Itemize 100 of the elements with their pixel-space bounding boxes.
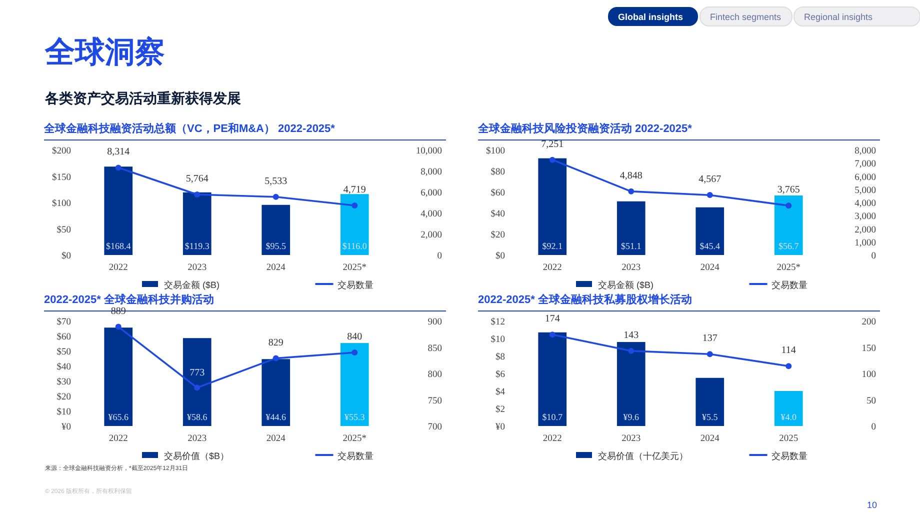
data-label: 143 bbox=[624, 330, 639, 341]
y-tick-label: ¥0 bbox=[496, 422, 506, 432]
y-tick-label: $0 bbox=[496, 252, 506, 262]
x-tick-label: 2025 bbox=[779, 434, 798, 444]
y-tick-label: $20 bbox=[56, 392, 72, 402]
point bbox=[115, 324, 122, 330]
bar bbox=[616, 201, 646, 255]
point bbox=[115, 164, 122, 171]
x-tick-label: 2025* bbox=[776, 263, 801, 273]
point bbox=[549, 332, 556, 338]
data-label: $56.7 bbox=[778, 241, 800, 251]
legend-label: 交易金额 ($B) bbox=[598, 280, 654, 290]
y-tick-label: $70 bbox=[56, 318, 72, 328]
data-label: 840 bbox=[347, 332, 362, 342]
x-tick-label: 2023 bbox=[622, 434, 641, 444]
x-tick-label: 2022 bbox=[542, 263, 562, 273]
x-tick-label: 2025* bbox=[342, 434, 367, 444]
y2-tick-label: 0 bbox=[437, 252, 442, 262]
y2-tick-label: 50 bbox=[866, 396, 876, 406]
x-tick-label: 2023 bbox=[188, 434, 207, 444]
data-label: 7,251 bbox=[541, 138, 564, 150]
y2-tick-label: 6,000 bbox=[420, 188, 442, 198]
bar bbox=[616, 342, 646, 426]
y-tick-label: $100 bbox=[486, 146, 506, 156]
text: Global insights bbox=[618, 12, 684, 22]
x-tick-label: 2022 bbox=[108, 263, 128, 273]
point bbox=[549, 156, 556, 163]
data-label: 4,719 bbox=[343, 184, 366, 196]
chart-title: 2022-2025* 全球金融科技私募股权增长活动 bbox=[478, 293, 692, 306]
y2-tick-label: 4,000 bbox=[854, 199, 876, 209]
data-label: 773 bbox=[190, 368, 205, 379]
x-tick-label: 2024 bbox=[700, 434, 720, 444]
data-label: $116.0 bbox=[342, 241, 368, 251]
y-tick-label: $20 bbox=[490, 230, 506, 240]
data-label: ¥4.0 bbox=[780, 412, 797, 422]
y2-tick-label: 2,000 bbox=[854, 225, 876, 236]
x-tick-label: 2024 bbox=[266, 434, 286, 444]
y2-tick-label: 800 bbox=[428, 370, 442, 380]
data-label: 8,314 bbox=[107, 146, 130, 158]
bar bbox=[262, 359, 290, 426]
y-tick-label: $0 bbox=[62, 252, 72, 262]
legend-label: 交易数量 bbox=[337, 280, 374, 290]
y-tick-label: $60 bbox=[56, 332, 72, 342]
bar bbox=[696, 207, 724, 255]
y-tick-label: $6 bbox=[496, 370, 506, 380]
data-label: $10.7 bbox=[542, 412, 563, 422]
bar bbox=[104, 166, 133, 255]
y2-tick-label: 8,000 bbox=[854, 146, 876, 156]
y2-tick-label: 100 bbox=[862, 370, 876, 380]
y-tick-label: $50 bbox=[56, 225, 72, 236]
data-label: 3,765 bbox=[777, 184, 800, 196]
y-tick-label: $100 bbox=[52, 199, 72, 209]
point bbox=[352, 350, 358, 356]
data-label: 137 bbox=[702, 333, 718, 344]
y-tick-label: $80 bbox=[490, 168, 506, 178]
chart-title: 全球金融科技风险投资融资活动 2022-2025* bbox=[477, 122, 693, 135]
y-tick-label: $50 bbox=[56, 348, 72, 358]
y-tick-label: $30 bbox=[56, 378, 72, 388]
y2-tick-label: 1,000 bbox=[854, 238, 876, 248]
data-label: 4,848 bbox=[620, 170, 642, 182]
x-tick-label: 2022 bbox=[108, 434, 128, 444]
y-tick-label: $8 bbox=[496, 352, 506, 362]
data-label: 5,764 bbox=[186, 173, 208, 184]
bar bbox=[340, 343, 369, 426]
y-tick-label: $10 bbox=[490, 335, 506, 345]
y-tick-label: $4 bbox=[496, 388, 506, 398]
point bbox=[272, 355, 279, 362]
bar bbox=[538, 332, 567, 426]
y2-tick-label: 700 bbox=[428, 422, 442, 432]
x-tick-label: 2023 bbox=[188, 263, 207, 273]
y2-tick-label: 6,000 bbox=[854, 172, 876, 183]
point bbox=[628, 188, 634, 194]
point bbox=[194, 191, 200, 198]
data-label: 829 bbox=[268, 337, 284, 348]
y2-tick-label: 10,000 bbox=[416, 146, 442, 156]
legend-label: 交易数量 bbox=[771, 280, 808, 290]
data-label: ¥55.3 bbox=[344, 412, 366, 422]
bar bbox=[262, 204, 290, 255]
y2-tick-label: 150 bbox=[862, 344, 876, 354]
chart-title: 全球金融科技融资活动总额（VC，PE和M&A） 2022-2025* bbox=[43, 122, 336, 135]
y2-tick-label: 900 bbox=[428, 318, 442, 328]
data-label: ¥58.6 bbox=[187, 412, 208, 422]
x-tick-label: 2024 bbox=[700, 263, 720, 273]
y2-tick-label: 750 bbox=[428, 396, 442, 406]
point bbox=[786, 202, 792, 209]
bar bbox=[696, 378, 724, 426]
legend-label: 交易金额 ($B) bbox=[164, 280, 220, 290]
data-label: $45.4 bbox=[700, 241, 720, 251]
data-label: ¥44.6 bbox=[266, 412, 286, 422]
data-label: $92.1 bbox=[542, 241, 562, 251]
data-label: ¥9.6 bbox=[623, 412, 640, 422]
y2-tick-label: 2,000 bbox=[420, 230, 442, 240]
y-tick-label: ¥0 bbox=[62, 422, 72, 432]
y-tick-label: $40 bbox=[56, 362, 72, 372]
data-label: $95.5 bbox=[266, 241, 286, 251]
chart-title: 2022-2025* 全球金融科技并购活动 bbox=[44, 293, 214, 306]
x-tick-label: 2025* bbox=[342, 263, 367, 273]
legend-label: 交易数量 bbox=[337, 451, 374, 461]
point bbox=[194, 384, 200, 391]
x-tick-label: 2023 bbox=[622, 263, 641, 273]
